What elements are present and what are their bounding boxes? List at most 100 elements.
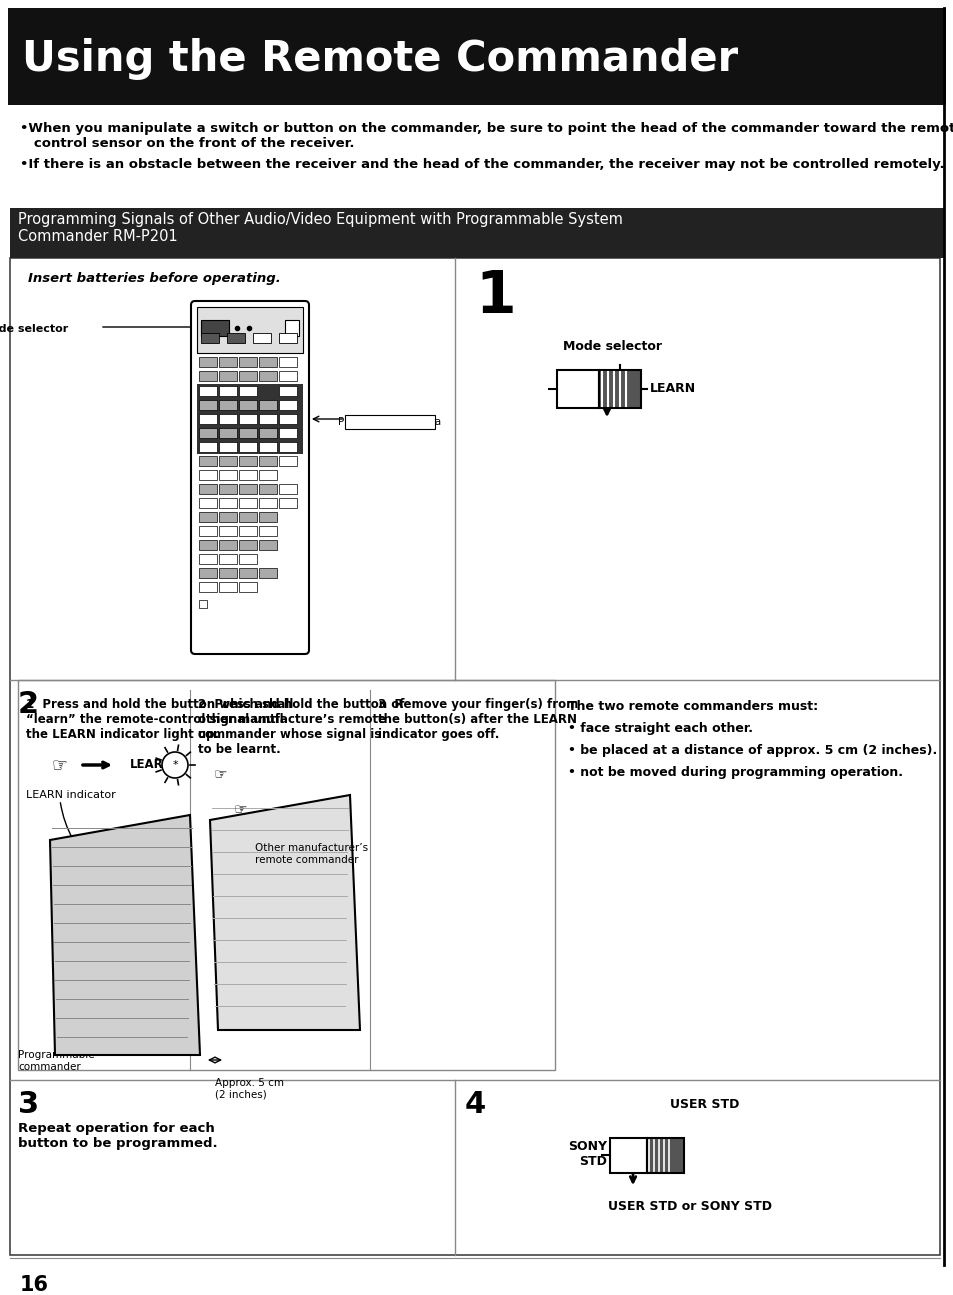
Bar [258,414,276,423]
Bar [258,429,276,438]
Text: 2: 2 [18,690,39,719]
Bar [199,554,216,565]
Bar [219,470,236,480]
Bar [278,414,296,423]
Text: Programmable area: Programmable area [338,417,441,427]
Text: 2  Press and hold the button of
other manufacture’s remote
commander whose signa: 2 Press and hold the button of other man… [198,698,404,756]
Bar [199,414,216,423]
Text: ☞: ☞ [233,803,247,817]
Bar [285,320,298,335]
Bar [219,499,236,508]
Text: ☞: ☞ [51,756,68,774]
Bar [239,386,256,396]
Text: •When you manipulate a switch or button on the commander, be sure to point the h: •When you manipulate a switch or button … [20,122,953,150]
Bar [258,569,276,578]
Bar [219,581,236,592]
Bar [201,333,219,343]
Text: Insert batteries before operating.: Insert batteries before operating. [28,272,280,285]
Bar [239,414,256,423]
Bar [219,370,236,381]
Bar [258,370,276,381]
Text: SONY
STD: SONY STD [567,1140,606,1168]
Bar [239,540,256,550]
Text: Repeat operation for each
button to be programmed.: Repeat operation for each button to be p… [18,1121,217,1150]
Text: Other manufacturer’s
remote commander: Other manufacturer’s remote commander [254,843,368,865]
Bar [646,1138,683,1173]
Bar [258,499,276,508]
Text: The two remote commanders must:
• face straight each other.
• be placed at a dis: The two remote commanders must: • face s… [567,701,936,780]
Bar [199,526,216,536]
Bar [219,442,236,452]
Bar [258,442,276,452]
Bar [239,526,256,536]
Bar [219,400,236,411]
Bar [219,429,236,438]
Bar [258,540,276,550]
Bar [609,1138,646,1173]
Text: 1: 1 [475,268,515,325]
Text: LEARN: LEARN [649,382,696,395]
Bar [219,386,236,396]
Bar [278,333,296,343]
Bar [199,499,216,508]
Bar [278,370,296,381]
Bar [199,442,216,452]
Text: 3: 3 [18,1090,39,1119]
Bar [199,484,216,493]
Polygon shape [210,795,359,1030]
Bar [219,554,236,565]
Text: 4: 4 [464,1090,486,1119]
Bar [10,258,939,1255]
Bar [18,680,555,1070]
Bar [239,554,256,565]
Bar [239,470,256,480]
Bar [199,581,216,592]
Bar [219,414,236,423]
Bar [199,569,216,578]
Bar [278,400,296,411]
Bar [239,569,256,578]
Bar [199,456,216,466]
Bar [239,499,256,508]
Bar [345,414,435,429]
Bar [219,484,236,493]
Text: Approx. 5 cm
(2 inches): Approx. 5 cm (2 inches) [214,1077,284,1099]
Text: •If there is an obstacle between the receiver and the head of the commander, the: •If there is an obstacle between the rec… [20,158,943,171]
Bar [258,484,276,493]
Bar [219,540,236,550]
Text: LEARN: LEARN [130,759,173,772]
Bar [278,429,296,438]
Bar [239,357,256,366]
Bar [278,357,296,366]
Bar [199,386,216,396]
Bar [239,512,256,522]
Bar [199,357,216,366]
Bar [219,526,236,536]
Bar [219,357,236,366]
Bar [199,540,216,550]
Text: Programmable
commander: Programmable commander [18,1050,94,1071]
Polygon shape [50,815,200,1055]
Text: Mode selector: Mode selector [562,341,661,354]
FancyBboxPatch shape [191,300,309,654]
Text: USER STD or SONY STD: USER STD or SONY STD [607,1200,771,1213]
Text: 16: 16 [20,1276,49,1295]
Text: *: * [172,760,177,771]
Text: LEARN indicator: LEARN indicator [26,790,115,800]
Bar [258,526,276,536]
Bar [258,470,276,480]
Bar [201,320,229,335]
Text: Using the Remote Commander: Using the Remote Commander [22,38,738,80]
Bar [557,370,598,408]
Text: Mode selector: Mode selector [0,324,68,334]
Bar [239,429,256,438]
Bar [253,333,271,343]
Text: 1  Press and hold the button which shall
“learn” the remote-control signal until: 1 Press and hold the button which shall … [26,698,294,741]
Text: USER STD: USER STD [669,1098,739,1111]
Bar [239,370,256,381]
Bar [258,400,276,411]
Bar [199,470,216,480]
Bar [219,512,236,522]
Bar [278,456,296,466]
Bar [199,512,216,522]
